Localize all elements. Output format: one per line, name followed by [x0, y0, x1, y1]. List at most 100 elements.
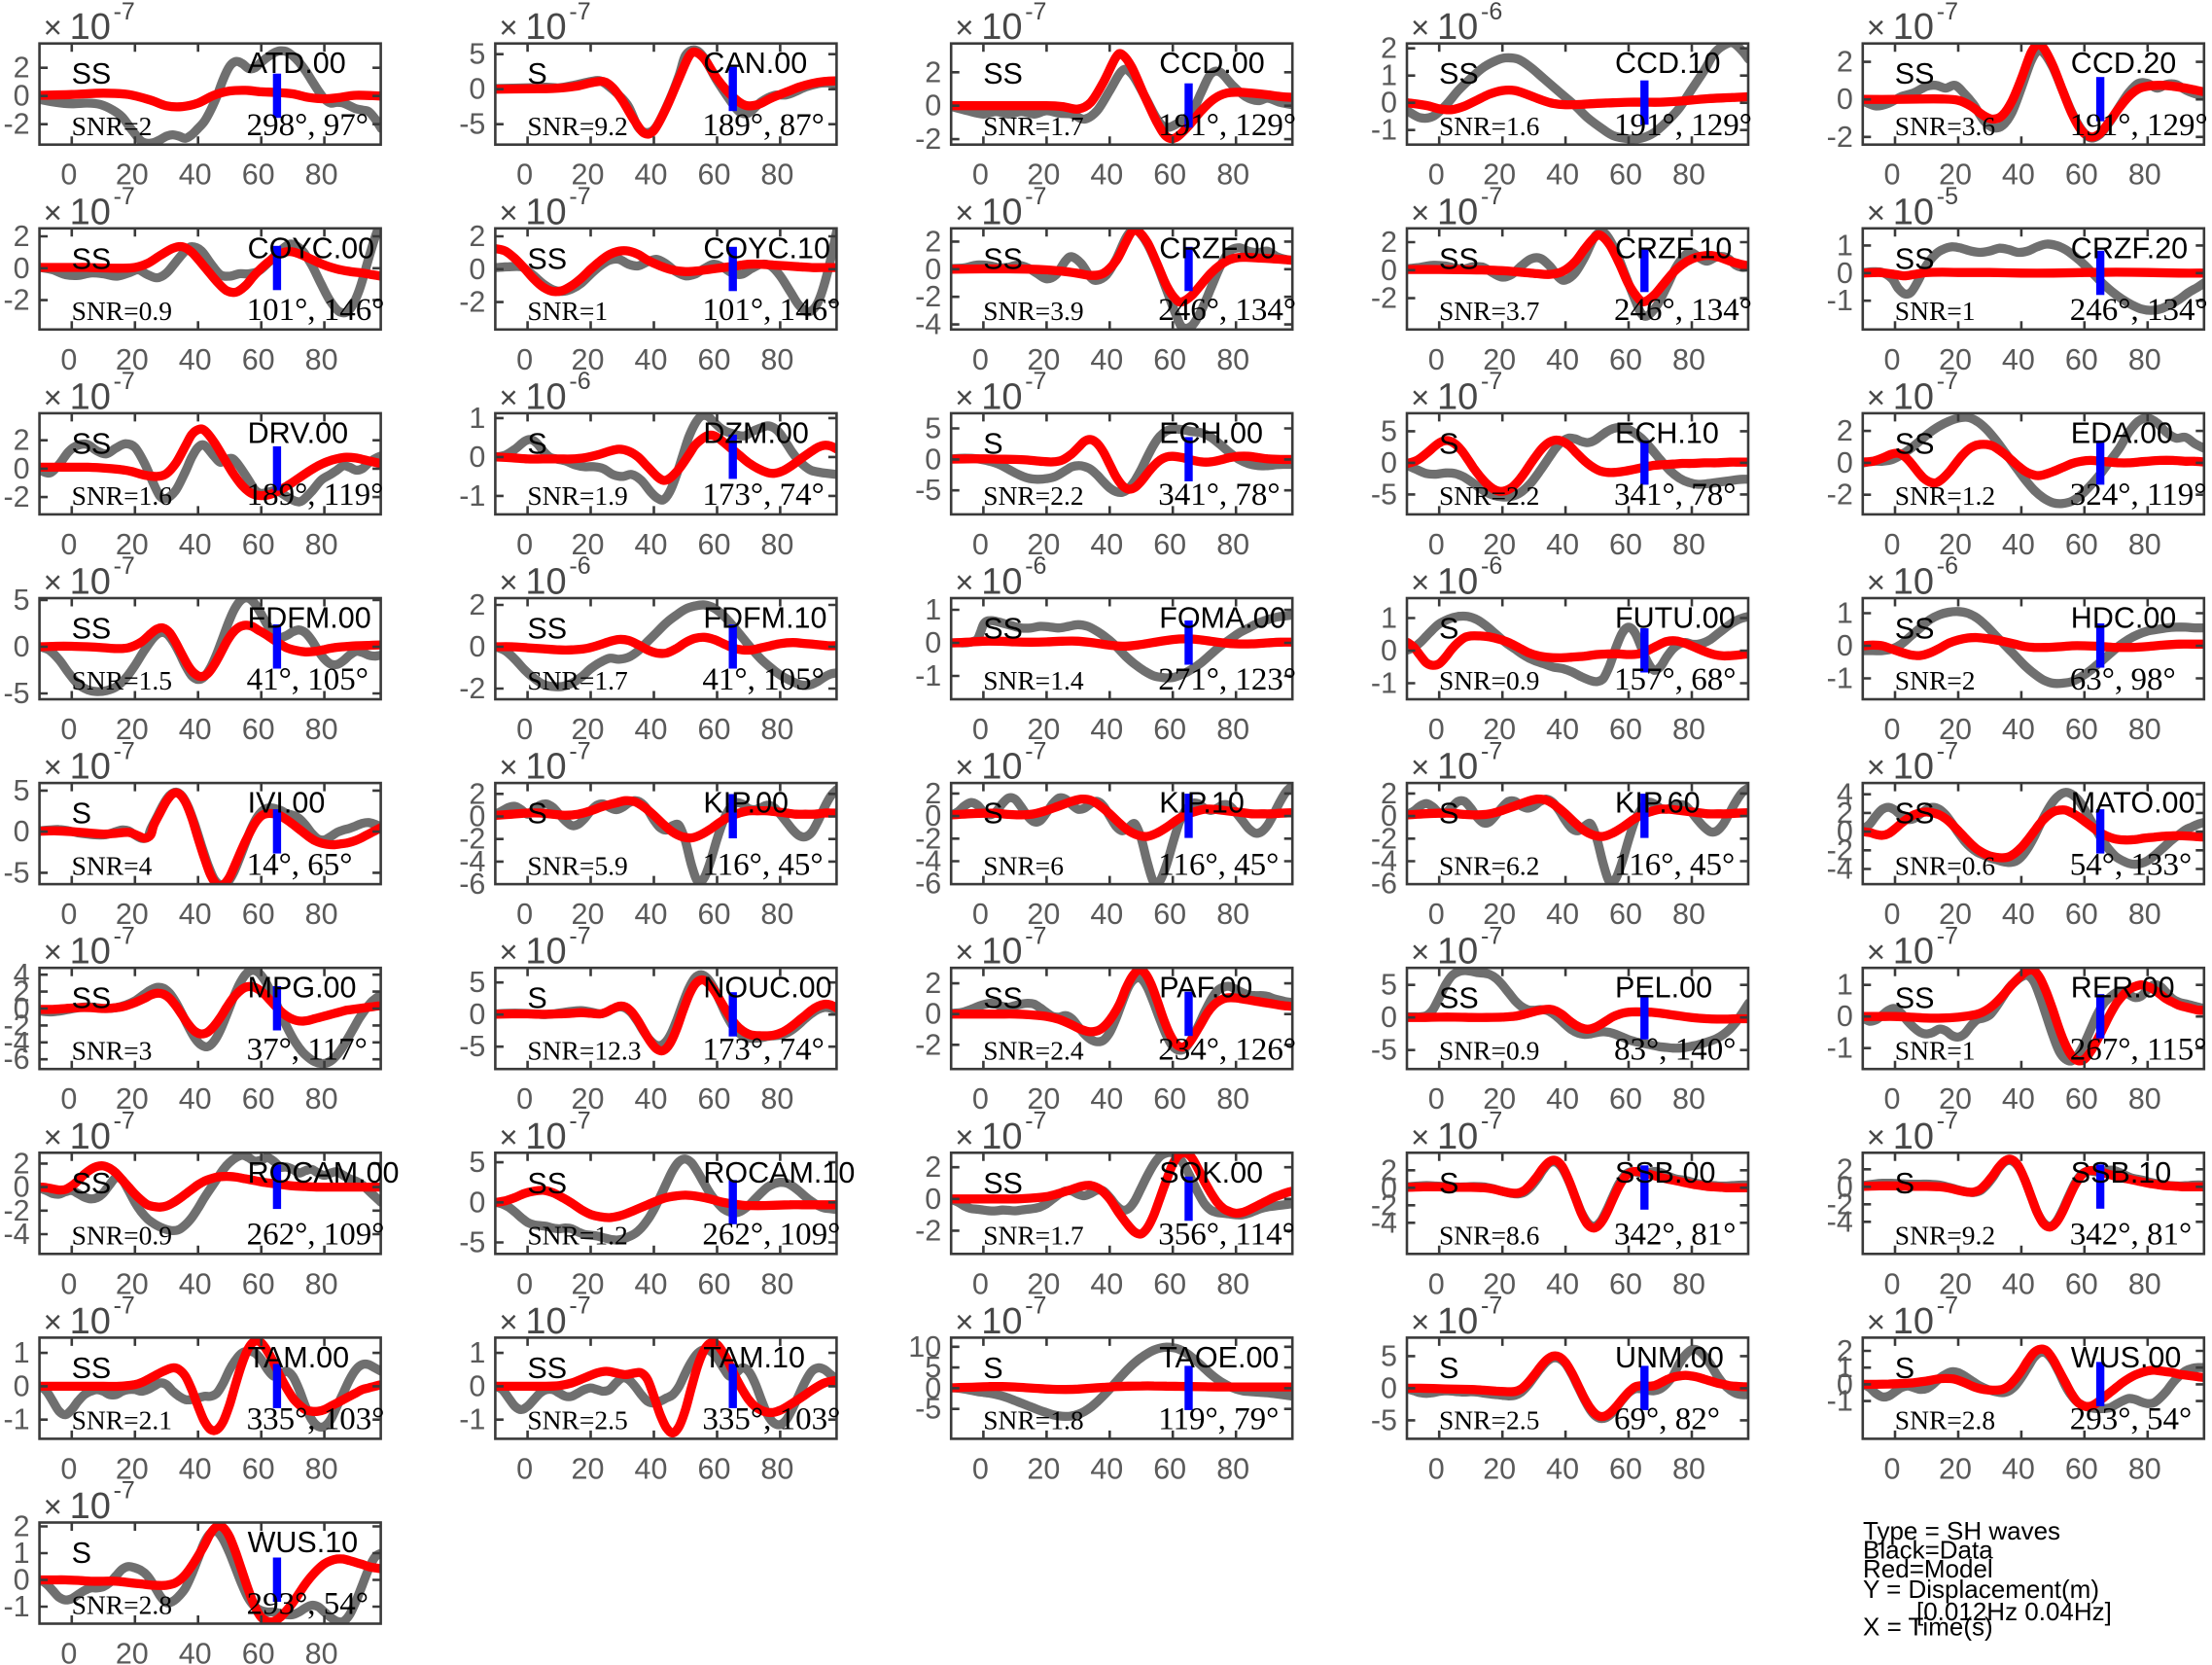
svg-text:2: 2 [1837, 46, 1853, 79]
svg-text:40: 40 [2002, 713, 2035, 746]
svg-text:0: 0 [60, 1638, 77, 1665]
svg-text:×: × [44, 379, 62, 415]
svg-text:-1: -1 [459, 1403, 485, 1436]
svg-text:SNR=6.2: SNR=6.2 [1439, 850, 1539, 880]
svg-text:-4: -4 [1827, 1205, 1853, 1238]
svg-text:0: 0 [469, 1369, 485, 1402]
svg-text:RER.00: RER.00 [2071, 972, 2175, 1005]
svg-text:10: 10 [1893, 1301, 1934, 1342]
svg-text:ECH.10: ECH.10 [1615, 416, 1719, 449]
svg-text:TAM.00: TAM.00 [248, 1341, 350, 1374]
svg-text:40: 40 [635, 713, 668, 746]
svg-text:60: 60 [698, 528, 731, 561]
svg-text:60: 60 [2065, 1267, 2098, 1300]
svg-text:0: 0 [1884, 1267, 1901, 1300]
svg-text:×: × [44, 195, 62, 230]
svg-text:ATD.00: ATD.00 [248, 47, 346, 80]
svg-text:20: 20 [572, 1267, 605, 1300]
svg-text:SNR=1.7: SNR=1.7 [527, 665, 627, 695]
svg-text:SNR=1.6: SNR=1.6 [1439, 111, 1539, 141]
svg-text:0: 0 [516, 898, 533, 931]
svg-text:0: 0 [972, 713, 989, 746]
svg-text:0: 0 [14, 992, 30, 1025]
svg-text:2: 2 [925, 1151, 941, 1184]
svg-text:SS: SS [1439, 982, 1479, 1015]
svg-text:60: 60 [2065, 898, 2098, 931]
svg-text:-4: -4 [1827, 853, 1853, 886]
svg-text:SS: SS [1895, 613, 1935, 646]
svg-text:×: × [44, 1489, 62, 1525]
svg-text:262°, 109°: 262°, 109° [702, 1218, 840, 1253]
svg-text:×: × [1411, 564, 1429, 600]
svg-text:40: 40 [179, 898, 212, 931]
svg-text:0: 0 [14, 452, 30, 485]
svg-text:-7: -7 [114, 183, 135, 210]
svg-text:80: 80 [760, 343, 793, 376]
svg-text:2: 2 [925, 777, 941, 810]
svg-text:-5: -5 [915, 474, 941, 507]
svg-text:S: S [1439, 427, 1458, 460]
svg-text:SNR=1.5: SNR=1.5 [72, 665, 172, 695]
svg-text:40: 40 [1546, 1267, 1579, 1300]
svg-text:×: × [499, 934, 517, 970]
svg-text:KIP.60: KIP.60 [1615, 787, 1701, 820]
svg-text:S: S [527, 982, 546, 1015]
svg-text:×: × [499, 564, 517, 600]
svg-text:-2: -2 [1827, 121, 1853, 154]
svg-text:SS: SS [983, 613, 1023, 646]
svg-text:80: 80 [2128, 159, 2161, 192]
svg-text:60: 60 [1153, 1267, 1186, 1300]
svg-text:CRZF.20: CRZF.20 [2071, 231, 2188, 265]
svg-text:80: 80 [760, 1267, 793, 1300]
svg-text:20: 20 [116, 1267, 149, 1300]
svg-text:40: 40 [2002, 898, 2035, 931]
svg-text:0: 0 [972, 528, 989, 561]
svg-text:20: 20 [1939, 1082, 1972, 1116]
svg-text:2: 2 [1381, 777, 1397, 810]
svg-text:SNR=1.6: SNR=1.6 [72, 480, 172, 511]
svg-text:2: 2 [1837, 1152, 1853, 1186]
svg-text:-6: -6 [459, 868, 485, 901]
svg-text:×: × [1867, 1118, 1885, 1154]
svg-text:246°, 134°: 246°, 134° [1614, 293, 1752, 328]
svg-text:342°, 81°: 342°, 81° [1614, 1218, 1736, 1253]
svg-text:-2: -2 [915, 822, 941, 855]
svg-text:2: 2 [469, 588, 485, 621]
svg-text:×: × [1411, 749, 1429, 785]
svg-text:×: × [499, 195, 517, 230]
svg-text:10: 10 [1437, 562, 1478, 603]
svg-text:2: 2 [14, 220, 30, 253]
svg-text:20: 20 [116, 159, 149, 192]
svg-text:-7: -7 [569, 1293, 590, 1320]
svg-text:10: 10 [70, 747, 111, 788]
svg-text:60: 60 [1153, 1452, 1186, 1485]
svg-text:20: 20 [572, 1452, 605, 1485]
svg-text:S: S [1895, 1167, 1914, 1200]
svg-text:20: 20 [1483, 898, 1516, 931]
svg-text:SNR=12.3: SNR=12.3 [527, 1035, 641, 1065]
svg-text:40: 40 [1090, 159, 1123, 192]
svg-text:-1: -1 [1371, 114, 1397, 147]
svg-text:40: 40 [1546, 1082, 1579, 1116]
svg-text:60: 60 [2065, 528, 2098, 561]
svg-text:0: 0 [972, 159, 989, 192]
svg-text:1: 1 [1837, 969, 1853, 1002]
svg-text:40: 40 [1090, 343, 1123, 376]
svg-text:-1: -1 [1827, 662, 1853, 695]
svg-text:40: 40 [1546, 713, 1579, 746]
svg-text:-7: -7 [114, 0, 135, 25]
svg-text:×: × [955, 1118, 973, 1154]
svg-text:0: 0 [14, 1369, 30, 1402]
svg-text:0: 0 [1884, 528, 1901, 561]
svg-text:0: 0 [1837, 629, 1853, 662]
svg-text:80: 80 [760, 713, 793, 746]
svg-text:×: × [499, 379, 517, 415]
svg-text:60: 60 [1609, 713, 1642, 746]
svg-text:FDFM.10: FDFM.10 [703, 602, 826, 635]
svg-text:20: 20 [1027, 1267, 1060, 1300]
svg-text:WUS.10: WUS.10 [248, 1526, 359, 1559]
svg-text:DZM.00: DZM.00 [703, 416, 808, 449]
svg-text:2: 2 [1837, 414, 1853, 447]
svg-text:189°, 87°: 189°, 87° [702, 108, 824, 143]
svg-text:20: 20 [572, 713, 605, 746]
